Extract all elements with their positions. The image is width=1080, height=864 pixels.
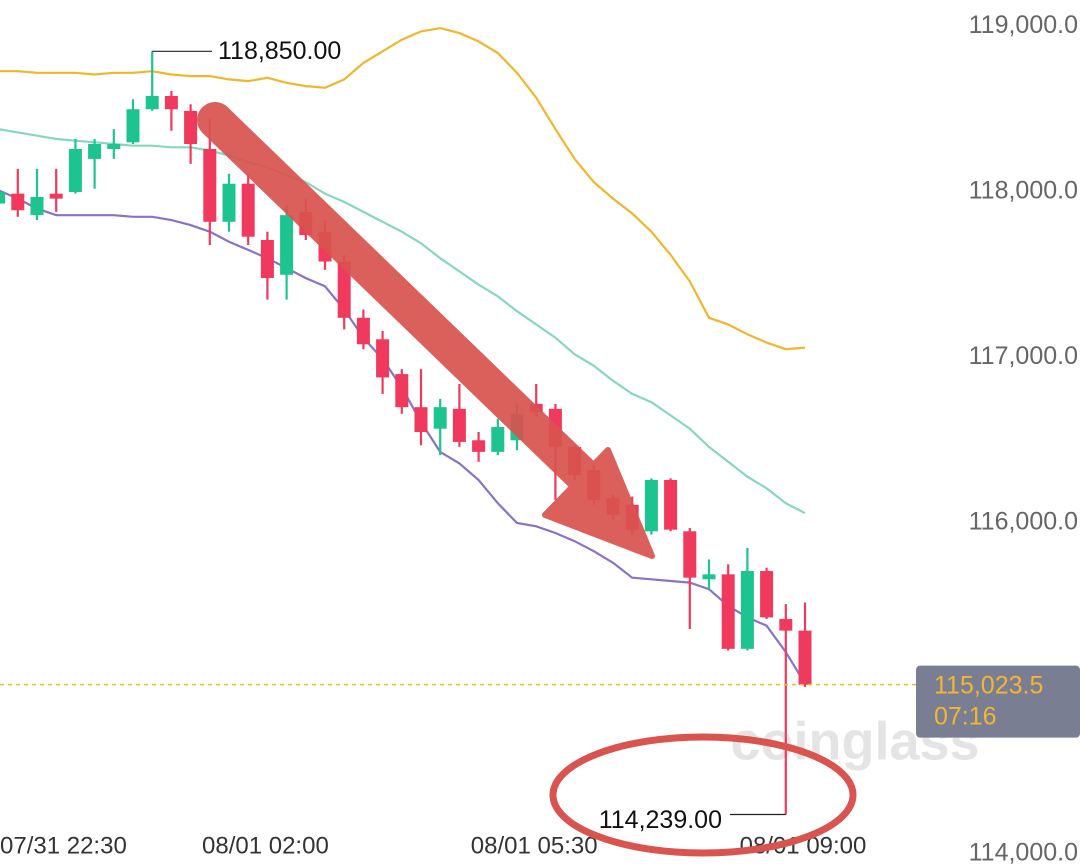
arrow-head [542,447,655,559]
candle-body [395,374,409,408]
candle-body [68,148,82,192]
y-tick-label: 117,000.0 [969,342,1078,370]
candle-body [145,96,159,110]
candle-body [126,109,140,143]
arrow-shaft [197,102,618,510]
candle-body [779,619,793,631]
candle-body [260,240,274,279]
candle-body [280,215,294,275]
current-price-label: 115,023.5 [934,671,1043,699]
price-box [916,665,1080,738]
candle-body [222,183,236,222]
candle-body [433,407,447,429]
candle-body [107,144,121,149]
circle-annotation [549,733,857,857]
band-line [0,128,806,515]
band-line [0,26,806,351]
candle-body [356,317,370,345]
candle-body [414,407,428,432]
candle-body [644,480,658,532]
candle-body [721,574,735,649]
candle-body [241,183,255,237]
candle-body [472,440,486,452]
candle-body [0,192,6,204]
candle-body [376,339,390,378]
y-tick-label: 114,000.0 [969,839,1078,864]
low-marker-label: 114,239.00 [599,806,722,834]
x-tick-label: 08/01 02:00 [202,832,329,859]
x-tick-label: 08/01 05:30 [471,832,598,859]
high-marker-label: 118,850.00 [218,37,341,65]
y-tick-label: 119,000.0 [969,11,1078,39]
candle-body [702,574,716,580]
candle-body [30,196,44,216]
candle-body [798,630,812,685]
y-tick-label: 118,000.0 [969,177,1078,205]
countdown: 07:16 [934,702,997,730]
candle-body [491,427,505,452]
candle-body [452,408,466,442]
candle-body [88,144,102,159]
candle-body [740,571,754,649]
candle-body [11,193,25,211]
candle-body [184,110,198,144]
candle-body [203,148,217,222]
x-tick-label: 07/31 22:30 [0,832,127,859]
candle-body [49,193,63,199]
candle-body [337,261,351,318]
arrow-annotation [197,102,655,559]
band-line [0,189,806,685]
plot: 119,000.0 118,000.0 117,000.0 116,000.0 114,… [0,11,1080,864]
y-tick-label: 116,000.0 [969,508,1078,536]
candle-body [760,571,774,618]
candle-body [164,96,178,110]
candle-body [683,531,697,578]
candle-body [664,480,678,530]
